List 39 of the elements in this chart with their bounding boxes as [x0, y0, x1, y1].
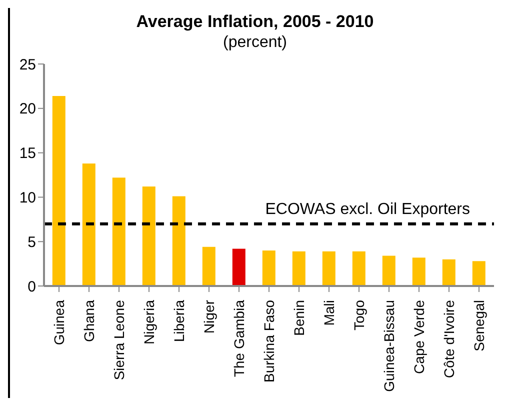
bar [382, 256, 396, 286]
bar [232, 248, 246, 286]
chart-title: Average Inflation, 2005 - 2010 [135, 12, 375, 32]
x-tick-label: Cape Verde [411, 300, 427, 374]
y-tick-label: 5 [28, 234, 36, 251]
y-tick-label: 0 [28, 278, 36, 296]
bar [172, 196, 186, 286]
bar [472, 261, 486, 286]
x-tick-label: Niger [201, 300, 217, 334]
bar [82, 163, 96, 286]
y-tick-label: 10 [19, 190, 36, 207]
x-tick-label: Mali [321, 300, 337, 326]
bar [322, 251, 336, 286]
bar [292, 251, 306, 286]
x-tick-label: Togo [351, 300, 367, 330]
x-tick-label: Burkina Faso [261, 300, 277, 382]
y-tick-label: 25 [19, 56, 36, 74]
bar [142, 186, 156, 286]
y-tick-label: 20 [19, 100, 36, 118]
x-tick-label: The Gambia [231, 300, 247, 378]
x-tick-label: Benin [291, 300, 307, 336]
x-tick-label: Nigeria [141, 300, 157, 344]
bar [442, 259, 456, 286]
x-tick-label: Guinea [51, 300, 67, 346]
chart-subtitle: (percent) [222, 34, 288, 52]
bar [412, 258, 426, 286]
x-tick-label: Guinea-Bissau [381, 300, 397, 392]
bar [202, 246, 216, 286]
ref-line-label: ECOWAS excl. Oil Exporters [265, 200, 470, 218]
bar [52, 96, 66, 286]
bar [352, 251, 366, 286]
x-tick-label: Liberia [171, 300, 187, 342]
bar [262, 250, 276, 286]
y-tick-label: 15 [19, 145, 36, 162]
x-tick-label: Senegal [471, 300, 487, 352]
bar [112, 178, 126, 286]
x-tick-label: Sierra Leone [111, 300, 127, 380]
x-tick-label: Côte d'Ivoire [441, 300, 457, 378]
x-tick-label: Ghana [81, 300, 97, 342]
